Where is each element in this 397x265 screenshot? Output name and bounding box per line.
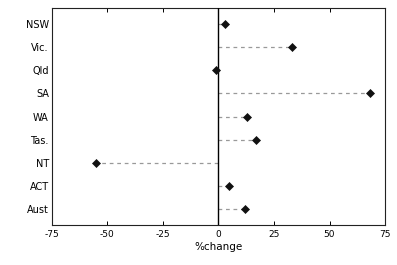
X-axis label: %change: %change xyxy=(194,242,243,252)
